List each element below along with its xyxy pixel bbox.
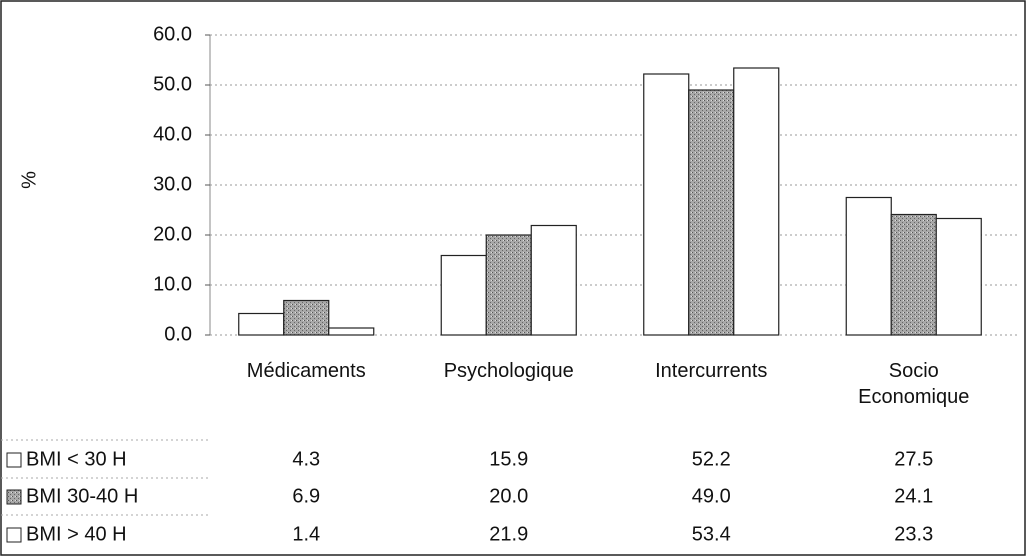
table-value: 49.0 <box>692 485 731 507</box>
legend-label: BMI > 40 H <box>26 523 127 545</box>
bar <box>688 89 735 336</box>
bar <box>890 213 937 336</box>
bar <box>643 73 690 336</box>
bar <box>238 312 285 336</box>
table-value: 23.3 <box>894 523 933 545</box>
y-tick-label: 10.0 <box>153 273 192 295</box>
bar <box>530 224 577 336</box>
x-tick-label: Socio Economique <box>858 360 970 408</box>
legend-label: BMI < 30 H <box>26 448 127 470</box>
table-value: 21.9 <box>489 523 528 545</box>
bar <box>485 234 532 336</box>
x-tick-label: Psychologique <box>443 360 574 382</box>
table-value: 1.4 <box>292 523 320 545</box>
bar <box>440 254 487 336</box>
bar <box>733 67 780 336</box>
bar <box>328 327 375 336</box>
table-value: 53.4 <box>692 523 731 545</box>
bar <box>935 217 982 336</box>
y-tick-label: 60.0 <box>153 23 192 45</box>
table-value: 27.5 <box>894 448 933 470</box>
table-value: 6.9 <box>292 485 320 507</box>
y-tick-label: 50.0 <box>153 73 192 95</box>
table-value: 20.0 <box>489 485 528 507</box>
x-tick-label: Médicaments <box>246 360 366 382</box>
table-value: 24.1 <box>894 485 933 507</box>
y-tick-label: 30.0 <box>153 173 192 195</box>
y-axis-label: % <box>18 171 40 189</box>
y-tick-label: 20.0 <box>153 223 192 245</box>
x-tick-label: Intercurrents <box>655 360 768 382</box>
legend-swatch <box>6 452 22 468</box>
table-value: 15.9 <box>489 448 528 470</box>
table-value: 52.2 <box>692 448 731 470</box>
bar <box>283 299 330 336</box>
legend-swatch <box>6 527 22 543</box>
legend-swatch <box>6 489 22 505</box>
y-tick-label: 0.0 <box>164 323 192 345</box>
bar <box>845 196 892 336</box>
y-tick-label: 40.0 <box>153 123 192 145</box>
table-value: 4.3 <box>292 448 320 470</box>
legend-label: BMI 30-40 H <box>26 485 138 507</box>
